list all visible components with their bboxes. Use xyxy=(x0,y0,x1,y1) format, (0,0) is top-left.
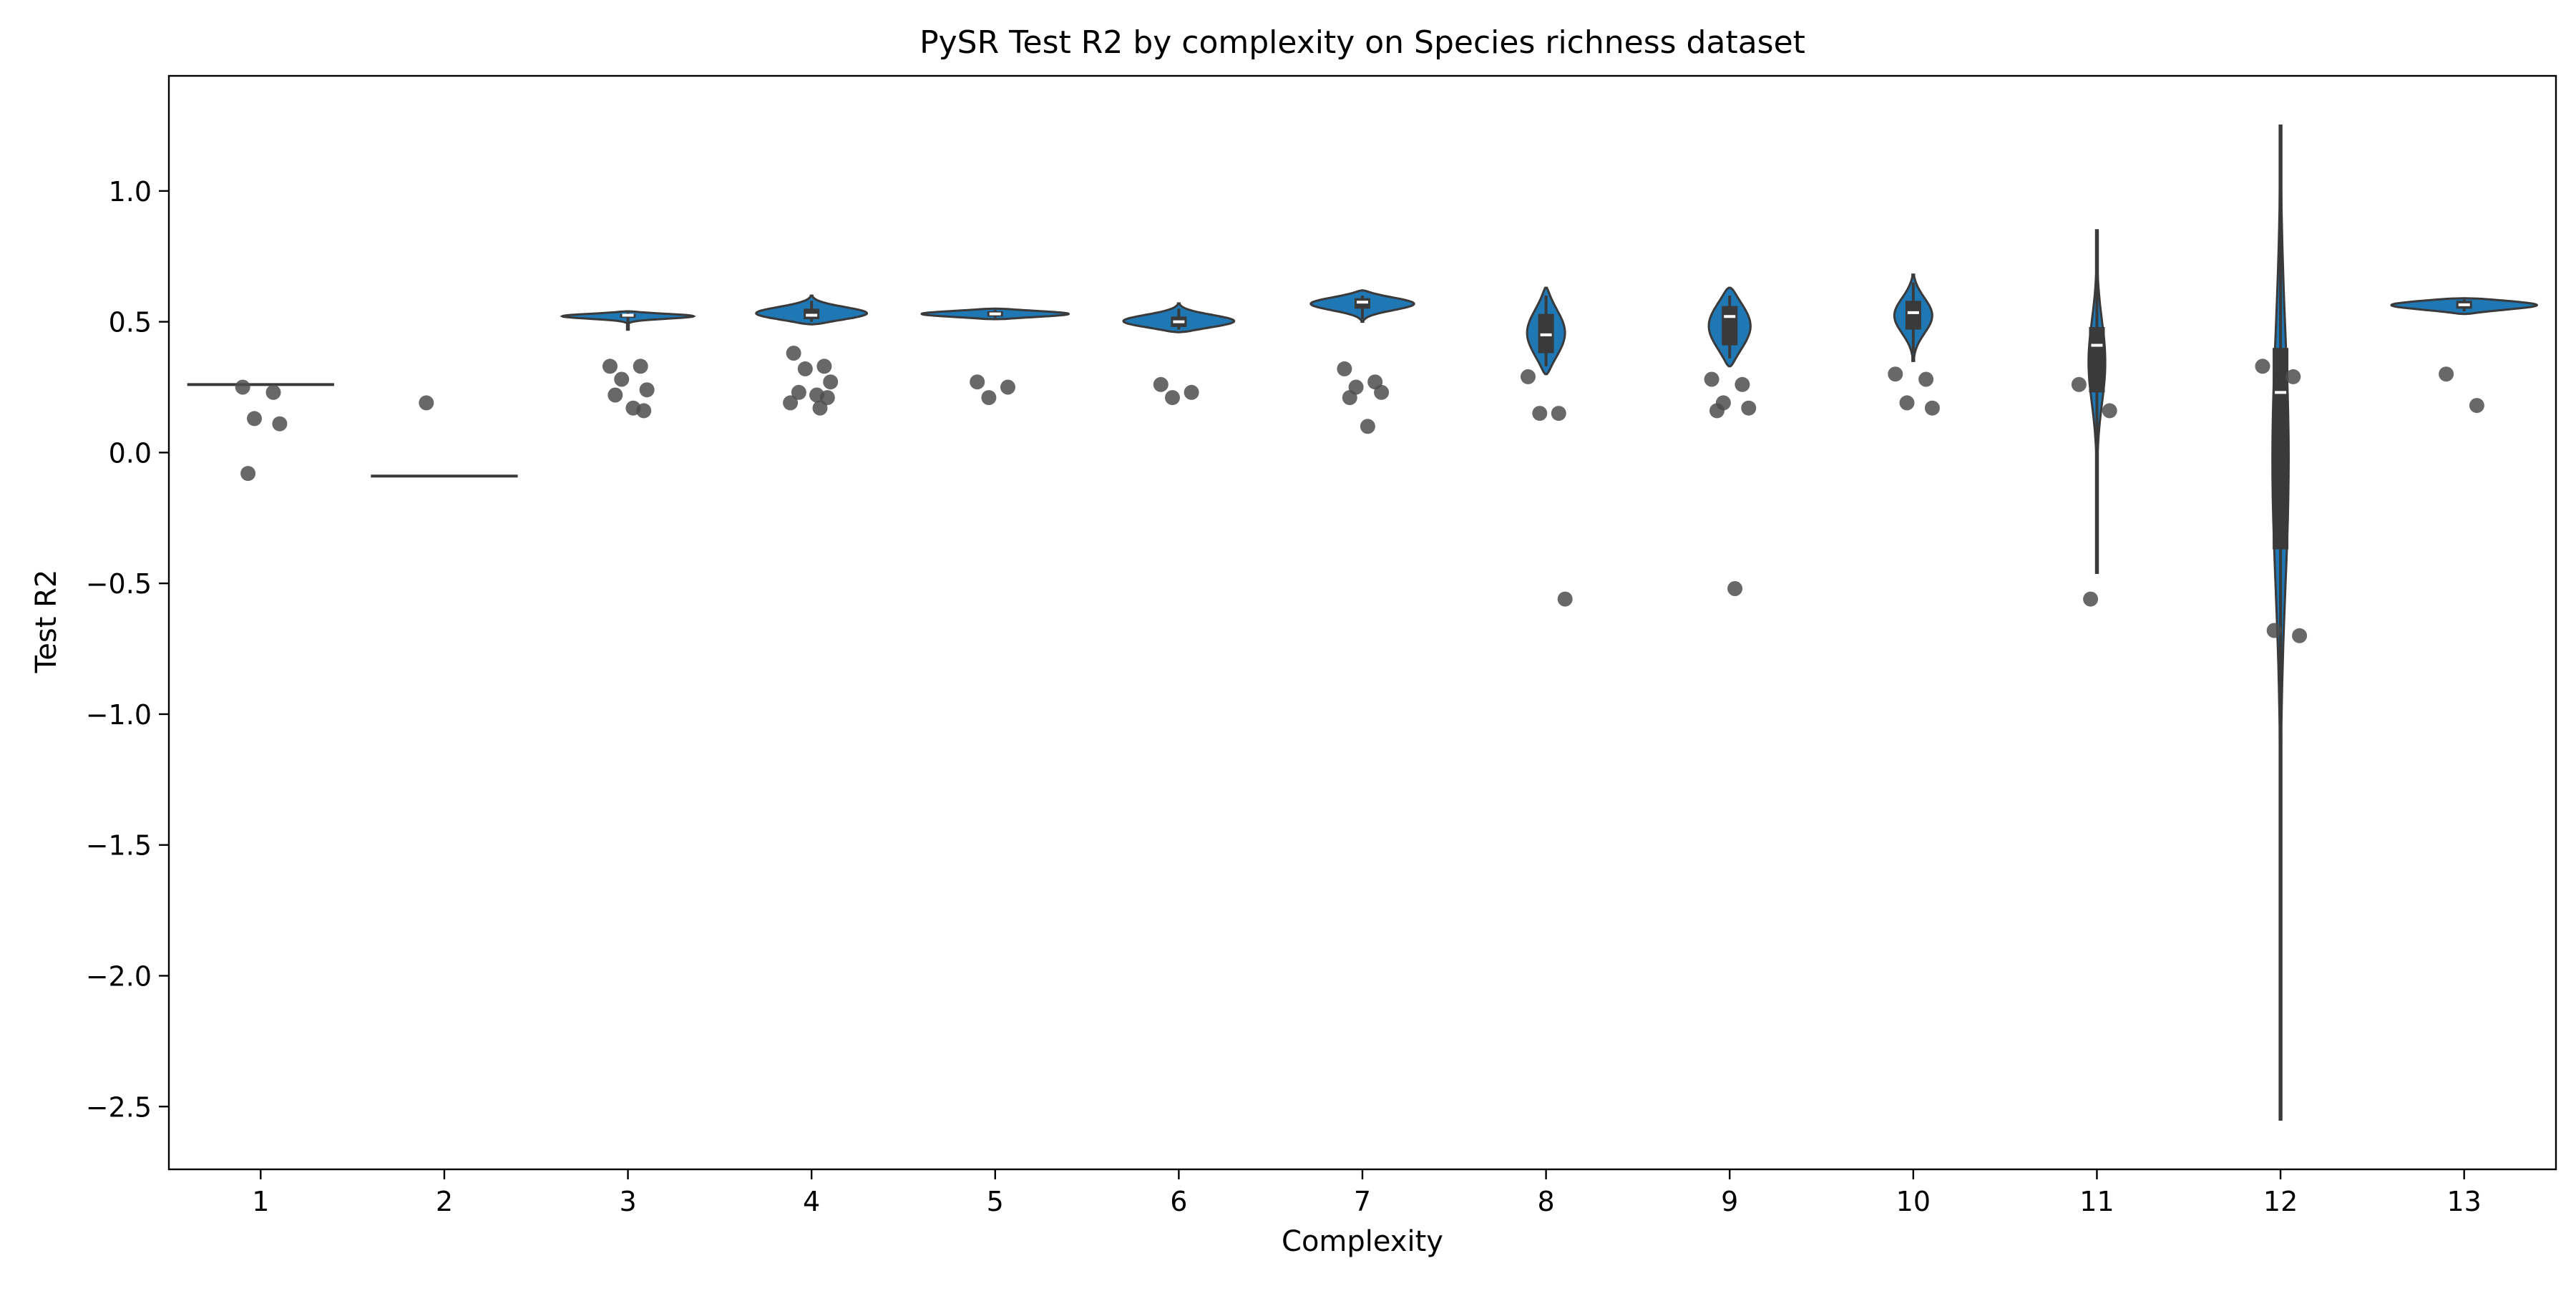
violin-3 xyxy=(560,310,696,331)
data-point xyxy=(797,361,813,376)
chart-title: PySR Test R2 by complexity on Species ri… xyxy=(919,24,1805,61)
y-axis-label: Test R2 xyxy=(30,570,63,674)
data-point xyxy=(1709,403,1724,419)
y-tick-label: 0.0 xyxy=(109,437,152,469)
data-point xyxy=(247,411,262,427)
x-tick-label: 11 xyxy=(2079,1186,2114,1217)
data-point xyxy=(1735,376,1750,392)
data-point xyxy=(1184,384,1199,400)
data-point xyxy=(2071,376,2087,392)
data-point xyxy=(1521,369,1536,384)
data-point xyxy=(272,416,288,432)
data-point xyxy=(1918,371,1934,387)
data-point xyxy=(265,384,281,400)
violin-4 xyxy=(755,294,868,326)
x-tick-label: 3 xyxy=(619,1186,636,1217)
data-point xyxy=(1704,371,1719,387)
data-point xyxy=(970,374,985,390)
x-tick-label: 7 xyxy=(1354,1186,1371,1217)
data-point xyxy=(633,359,648,374)
data-point xyxy=(2285,369,2301,384)
x-tick-label: 8 xyxy=(1538,1186,1555,1217)
data-point xyxy=(235,379,250,395)
y-tick-label: −0.5 xyxy=(86,568,152,600)
data-point xyxy=(1888,366,1903,382)
data-point xyxy=(639,382,655,398)
data-point xyxy=(1924,400,1940,416)
data-point xyxy=(1374,384,1390,400)
violin-iqr-box xyxy=(2089,326,2105,393)
data-point xyxy=(1727,581,1743,596)
data-point xyxy=(2439,366,2454,382)
x-tick-label: 13 xyxy=(2447,1186,2482,1217)
violin-7 xyxy=(1309,289,1415,323)
x-axis-label: Complexity xyxy=(1282,1225,1443,1258)
y-tick-label: −1.0 xyxy=(86,699,152,731)
x-tick-label: 4 xyxy=(803,1186,820,1217)
violin-10 xyxy=(1893,273,1933,362)
axes-layer: 1.00.50.0−0.5−1.0−1.5−2.0−2.51 2 3 4 5 6 7 8 9 10… xyxy=(86,74,2557,1217)
data-point xyxy=(602,359,618,374)
violin-5 xyxy=(920,307,1070,321)
data-point xyxy=(614,371,630,387)
y-tick-label: −2.5 xyxy=(86,1091,152,1123)
x-tick-label: 12 xyxy=(2263,1186,2298,1217)
data-point xyxy=(1360,419,1375,434)
data-point xyxy=(1551,406,1566,422)
data-point xyxy=(608,387,623,403)
data-point xyxy=(2102,403,2117,419)
data-point xyxy=(816,359,832,374)
y-tick-label: −2.0 xyxy=(86,960,152,992)
x-tick-label: 6 xyxy=(1170,1186,1187,1217)
data-point xyxy=(1899,395,1915,411)
points-layer xyxy=(235,346,2484,643)
x-tick-label: 5 xyxy=(987,1186,1004,1217)
x-tick-label: 10 xyxy=(1896,1186,1931,1217)
x-tick-label: 1 xyxy=(252,1186,269,1217)
data-point xyxy=(1741,400,1757,416)
data-point xyxy=(791,384,806,400)
violins-layer xyxy=(187,125,2539,1121)
y-tick-label: 1.0 xyxy=(109,176,152,208)
data-point xyxy=(1337,361,1352,376)
violin-11 xyxy=(2087,229,2107,574)
data-point xyxy=(2266,623,2282,638)
data-point xyxy=(819,390,835,406)
data-point xyxy=(2292,628,2308,643)
data-point xyxy=(2255,359,2270,374)
x-tick-label: 9 xyxy=(1721,1186,1738,1217)
data-point xyxy=(1153,376,1169,392)
data-point xyxy=(783,395,799,411)
violin-9 xyxy=(1707,286,1752,368)
data-point xyxy=(419,395,434,411)
x-tick-label: 2 xyxy=(436,1186,453,1217)
data-point xyxy=(786,346,801,361)
data-point xyxy=(812,400,828,416)
violin-8 xyxy=(1526,286,1566,376)
data-point xyxy=(1342,390,1357,406)
violin-6 xyxy=(1122,302,1236,333)
data-point xyxy=(1165,390,1180,406)
data-point xyxy=(2469,398,2484,414)
y-tick-label: 0.5 xyxy=(109,307,152,338)
data-point xyxy=(981,390,997,406)
data-point xyxy=(240,466,256,482)
data-point xyxy=(1532,406,1548,422)
violin-iqr-box xyxy=(1722,306,1738,346)
violin-iqr-box xyxy=(1905,301,1921,330)
y-tick-label: −1.5 xyxy=(86,830,152,862)
data-point xyxy=(1557,591,1573,607)
data-point xyxy=(1000,379,1015,395)
data-point xyxy=(823,374,839,390)
data-point xyxy=(636,403,652,419)
violin-13 xyxy=(2390,297,2539,316)
violin-12 xyxy=(2271,125,2290,1121)
violin-iqr-box xyxy=(2273,348,2289,550)
data-point xyxy=(2083,591,2099,607)
